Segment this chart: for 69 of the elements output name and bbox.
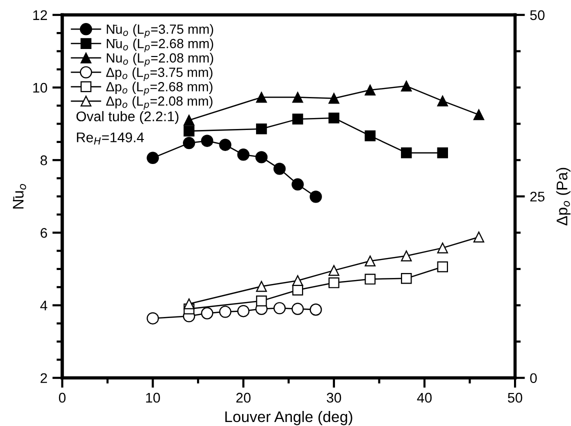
- y2-axis-title: Δp$_{o}$ (Pa): [556, 168, 570, 226]
- point: [310, 304, 322, 316]
- point: [364, 84, 376, 96]
- y-tick-label: 6: [40, 228, 48, 238]
- point: [273, 302, 286, 314]
- point: [256, 296, 267, 306]
- x-tick-label: 30: [326, 392, 342, 403]
- point: [437, 261, 448, 272]
- point: [219, 138, 232, 151]
- point: [184, 126, 194, 136]
- annotation: Re$_{H}$=149.4: [76, 132, 144, 144]
- point: [400, 147, 412, 158]
- x-tick-label: 10: [146, 392, 160, 403]
- point: [184, 298, 194, 310]
- point: [256, 123, 267, 134]
- point: [364, 256, 376, 266]
- x-tick-label: 0: [58, 392, 66, 403]
- x-tick-label: 50: [508, 392, 522, 403]
- legend-label: N̄u$_{o}$ (L$_{p}$=2.68 mm): [106, 38, 214, 52]
- legend-label: Δp$_{o}$ (L$_{p}$=2.68 mm): [106, 82, 212, 96]
- point: [146, 152, 159, 164]
- legend-label: N̄u$_{o}$ (L$_{p}$=3.75 mm): [106, 24, 214, 38]
- point: [400, 272, 412, 284]
- y-tick-label: 10: [33, 82, 48, 93]
- point: [201, 307, 214, 320]
- point: [328, 277, 340, 288]
- point: [255, 151, 268, 164]
- point: [437, 242, 448, 254]
- point: [400, 250, 412, 262]
- y-tick-label: 2: [40, 373, 47, 383]
- point: [364, 274, 376, 285]
- point: [328, 112, 340, 124]
- y-tick-label: 12: [33, 10, 47, 20]
- point: [473, 232, 484, 242]
- y-tick-label: 4: [40, 300, 48, 310]
- point: [237, 148, 250, 161]
- point: [146, 312, 159, 324]
- point: [473, 109, 484, 120]
- point: [219, 306, 232, 318]
- point: [437, 147, 448, 158]
- y2-tick-label: 0: [530, 373, 537, 384]
- point: [273, 162, 286, 175]
- x-tick-label: 40: [417, 392, 432, 403]
- y2-tick-label: 25: [530, 192, 544, 202]
- x-axis-title: Louver Angle (deg): [225, 410, 352, 426]
- legend-label: Δp$_{o}$ (L$_{p}$=3.75 mm): [106, 67, 212, 81]
- point: [256, 280, 267, 292]
- point: [292, 114, 304, 124]
- point: [310, 190, 322, 203]
- point: [201, 134, 214, 147]
- point: [256, 92, 267, 103]
- point: [184, 114, 194, 126]
- legend-label: Δp$_{o}$ (L$_{p}$=2.08 mm): [106, 96, 212, 110]
- y-axis-title: N̄u$_{o}$: [12, 184, 26, 208]
- point: [328, 265, 340, 276]
- point: [182, 136, 196, 150]
- point: [437, 96, 448, 106]
- y-tick-label: 8: [40, 155, 48, 166]
- point: [292, 178, 304, 191]
- point: [364, 130, 376, 142]
- point: [292, 92, 304, 103]
- point: [328, 92, 340, 104]
- point: [237, 304, 250, 318]
- point: [400, 80, 412, 92]
- legend-label: Nu$_{o}$ (L$_{p}$=2.08 mm): [106, 52, 214, 67]
- point: [292, 302, 304, 316]
- annotation: Oval tube (2.2:1): [76, 111, 178, 124]
- x-tick-label: 20: [236, 392, 251, 403]
- y2-tick-label: 50: [530, 10, 545, 20]
